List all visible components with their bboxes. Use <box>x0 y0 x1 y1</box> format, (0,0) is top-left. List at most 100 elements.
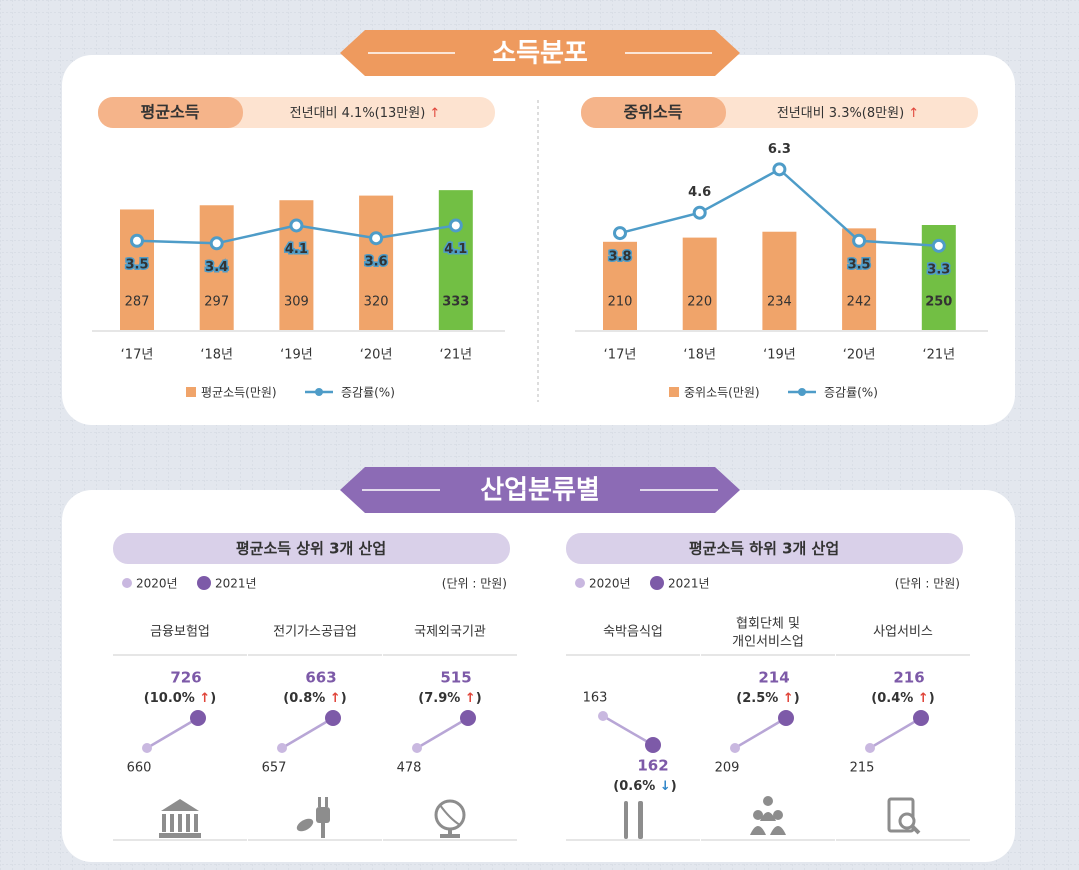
point-2021 <box>778 710 794 726</box>
line-value-label: 3.3 <box>927 262 950 277</box>
x-tick-label: ‘18년 <box>200 348 233 363</box>
icon-person <box>770 826 786 835</box>
bar <box>438 190 473 330</box>
x-tick-label: ‘20년 <box>843 348 876 363</box>
change-label: (2.5% ↑) <box>736 691 799 706</box>
icon-globe <box>440 834 460 838</box>
point-2021 <box>325 710 341 726</box>
bar-value-label: 320 <box>364 295 389 310</box>
icon-person <box>773 810 783 820</box>
chart-subtitle: 전년대비 4.1%(13만원) ↑ <box>290 106 441 121</box>
line-value-label: 3.6 <box>365 255 388 270</box>
line-point <box>369 231 384 246</box>
point-2021 <box>460 710 476 726</box>
bar-value-label: 333 <box>442 295 469 310</box>
icon-fork <box>624 801 628 839</box>
bar-value-label: 250 <box>925 295 952 310</box>
line-point <box>130 233 144 248</box>
line-value-label: 4.1 <box>444 242 467 257</box>
x-tick-label: ‘21년 <box>922 348 955 363</box>
x-tick-label: ‘21년 <box>439 348 472 363</box>
value-2021: 216 <box>893 669 924 687</box>
line-point <box>289 218 304 233</box>
section-title: 소득분포 <box>492 39 588 69</box>
industry-banner <box>340 467 740 513</box>
icon-plug <box>316 807 330 823</box>
line-value-label: 6.3 <box>768 142 791 157</box>
legend-dot <box>122 578 132 588</box>
value-2020: 209 <box>715 761 740 776</box>
change-label: (0.8% ↑) <box>283 691 346 706</box>
point-2021 <box>190 710 206 726</box>
panel-title: 평균소득 상위 3개 산업 <box>236 540 386 558</box>
legend-point <box>315 388 323 396</box>
x-tick-label: ‘17년 <box>121 348 154 363</box>
point-2020 <box>730 743 740 753</box>
legend-label: 2021년 <box>668 577 710 591</box>
line-value-label: 4.1 <box>285 242 308 257</box>
value-2020: 163 <box>583 691 608 706</box>
slope-line <box>869 716 922 750</box>
icon-plug <box>321 823 325 838</box>
panel-header <box>566 533 963 564</box>
point-2020 <box>277 743 287 753</box>
line-value-label: 3.5 <box>848 257 871 272</box>
icon-bank <box>162 814 166 832</box>
change-label: (0.6% ↓) <box>613 779 676 794</box>
panel-header <box>113 533 510 564</box>
bar-value-label: 242 <box>847 295 872 310</box>
bar <box>199 205 234 330</box>
legend-dot <box>197 576 211 590</box>
bar <box>603 241 637 330</box>
line-point <box>772 162 787 177</box>
legend-label: 2021년 <box>215 577 257 591</box>
icon-globe <box>439 804 461 826</box>
header-tag <box>581 97 726 128</box>
legend-swatch <box>669 387 679 397</box>
legend-label: 증감률(%) <box>341 386 395 400</box>
unit-label: (단위 : 만원) <box>442 577 507 591</box>
legend-point <box>798 388 806 396</box>
icon-knife <box>638 801 643 839</box>
line-value-label: 3.5 <box>125 257 148 272</box>
value-2020: 660 <box>127 761 152 776</box>
icon-person <box>760 812 776 821</box>
value-2021: 515 <box>440 669 471 687</box>
chart-title: 중위소득 <box>624 103 683 122</box>
bar-value-label: 234 <box>767 295 792 310</box>
point-2020 <box>142 743 152 753</box>
icon-magnifier <box>898 812 916 830</box>
value-2021: 214 <box>758 669 789 687</box>
legend-dot <box>575 578 585 588</box>
icon-magnifier <box>910 824 921 835</box>
icon-bank <box>159 833 201 838</box>
bar <box>682 237 717 330</box>
slope-line <box>416 716 469 750</box>
legend-label: 2020년 <box>136 577 178 591</box>
icon-leaf <box>296 818 314 832</box>
header-tag <box>98 97 243 128</box>
slope-line <box>146 716 199 750</box>
section-title: 산업분류별 <box>480 476 600 506</box>
line-value-label: 3.8 <box>608 250 631 265</box>
icon-person <box>753 810 763 820</box>
icon-plug <box>325 797 328 807</box>
legend-label: 평균소득(만원) <box>201 386 277 400</box>
icon-bank <box>170 814 174 832</box>
value-2021: 726 <box>170 669 201 687</box>
income-banner <box>340 30 740 76</box>
value-2020: 215 <box>850 761 875 776</box>
icon-bank <box>186 814 190 832</box>
point-2020 <box>412 743 422 753</box>
point-2021 <box>645 737 661 753</box>
bar-value-label: 210 <box>608 295 633 310</box>
chart-subtitle: 전년대비 3.3%(8만원) ↑ <box>777 106 919 121</box>
legend-swatch <box>186 387 196 397</box>
icon-person <box>750 826 766 835</box>
value-2020: 478 <box>397 761 422 776</box>
value-2021: 663 <box>305 669 336 687</box>
value-2020: 657 <box>262 761 287 776</box>
bar-value-label: 287 <box>125 295 150 310</box>
